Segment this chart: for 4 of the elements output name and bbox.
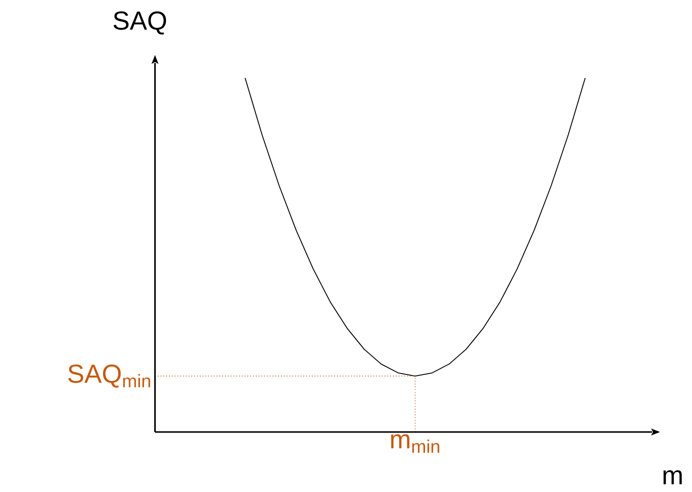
x-axis-title: m — [664, 470, 682, 484]
ref-line-label: SAQ$_{min}$ — [68, 364, 150, 388]
y-axis-title: SAQ — [114, 11, 166, 34]
text: m$_{min}$ — [391, 434, 440, 453]
